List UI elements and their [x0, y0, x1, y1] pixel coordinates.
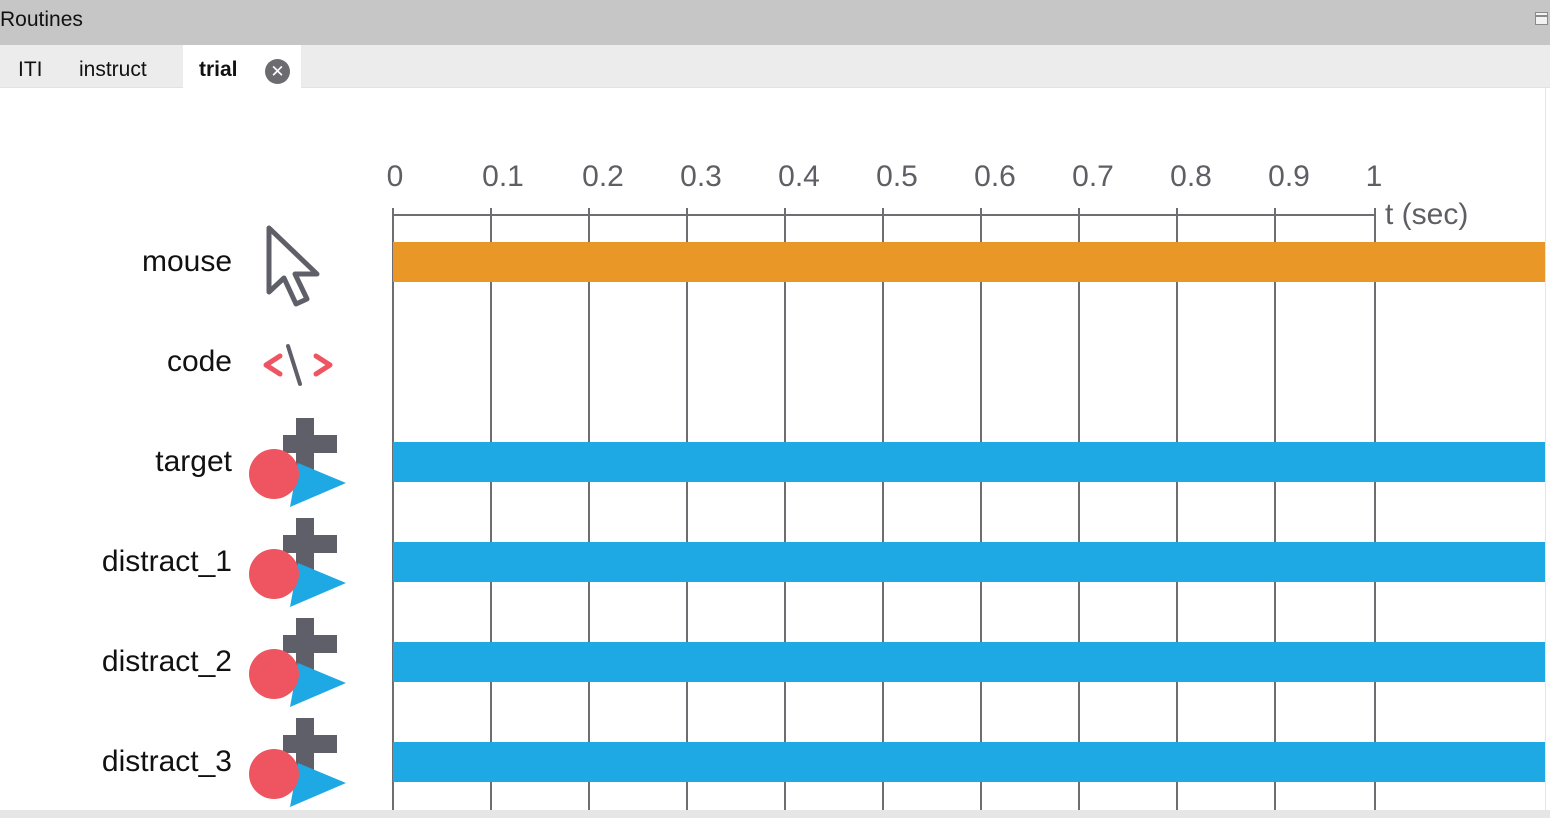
- component-label-distract-1[interactable]: distract_1: [101, 545, 232, 578]
- grid-line: [490, 216, 492, 810]
- component-label-mouse[interactable]: mouse: [141, 245, 232, 278]
- routine-tab-bar: ITI instruct trial ✕: [0, 45, 1550, 88]
- panel-title: Routines: [0, 8, 83, 31]
- polygon-stimulus-icon[interactable]: [246, 415, 348, 511]
- grid-line: [392, 216, 394, 810]
- grid-line: [882, 216, 884, 810]
- grid-line: [1274, 216, 1276, 810]
- grid-line: [980, 216, 982, 810]
- tick-label: 0.6: [974, 160, 1016, 193]
- tick-label: 0.9: [1268, 160, 1310, 193]
- time-axis-unit: t (sec): [1385, 198, 1469, 231]
- tick-mark: [980, 208, 982, 222]
- component-bar-distract-1[interactable]: [393, 542, 1545, 582]
- tick-mark: [588, 208, 590, 222]
- tick-mark: [490, 208, 492, 222]
- canvas-edge: [1545, 88, 1546, 810]
- close-tab-icon[interactable]: ✕: [265, 59, 290, 84]
- component-bar-target[interactable]: [393, 442, 1545, 482]
- component-label-code[interactable]: code: [166, 345, 232, 378]
- grid-line: [784, 216, 786, 810]
- horizontal-scrollbar[interactable]: [0, 810, 1550, 818]
- grid-line: [1374, 216, 1376, 810]
- tick-mark: [392, 208, 394, 222]
- time-axis-line: [393, 214, 1375, 216]
- tab-trial-label: trial: [199, 58, 238, 81]
- mouse-cursor-icon[interactable]: [262, 222, 328, 308]
- tab-iti[interactable]: ITI: [18, 58, 43, 81]
- tick-label: 1: [1365, 160, 1383, 193]
- component-bar-mouse[interactable]: [393, 242, 1545, 282]
- polygon-stimulus-icon[interactable]: [246, 715, 348, 810]
- tick-label: 0.5: [876, 160, 918, 193]
- tick-label: 0.4: [778, 160, 820, 193]
- grid-line: [1176, 216, 1178, 810]
- tick-mark: [1374, 208, 1376, 222]
- tick-mark: [1078, 208, 1080, 222]
- grid-line: [686, 216, 688, 810]
- component-bar-distract-3[interactable]: [393, 742, 1545, 782]
- routines-panel-header: Routines: [0, 0, 1550, 45]
- tick-mark: [1176, 208, 1178, 222]
- tab-instruct[interactable]: instruct: [79, 58, 147, 81]
- component-label-target[interactable]: target: [155, 445, 232, 478]
- tick-mark: [1274, 208, 1276, 222]
- tick-mark: [882, 208, 884, 222]
- tick-label: 0.2: [582, 160, 624, 193]
- component-label-distract-2[interactable]: distract_2: [101, 645, 232, 678]
- tick-label: 0.8: [1170, 160, 1212, 193]
- polygon-stimulus-icon[interactable]: [246, 615, 348, 711]
- tick-mark: [686, 208, 688, 222]
- polygon-stimulus-icon[interactable]: [246, 515, 348, 611]
- tick-mark: [784, 208, 786, 222]
- grid-line: [588, 216, 590, 810]
- component-label-distract-3[interactable]: distract_3: [101, 745, 232, 778]
- code-icon[interactable]: [260, 342, 336, 388]
- tick-label: 0.3: [680, 160, 722, 193]
- grid-line: [1078, 216, 1080, 810]
- restore-window-icon[interactable]: [1535, 12, 1548, 25]
- tick-label: 0.7: [1072, 160, 1114, 193]
- component-bar-distract-2[interactable]: [393, 642, 1545, 682]
- tick-label: 0: [386, 160, 404, 193]
- tick-label: 0.1: [482, 160, 524, 193]
